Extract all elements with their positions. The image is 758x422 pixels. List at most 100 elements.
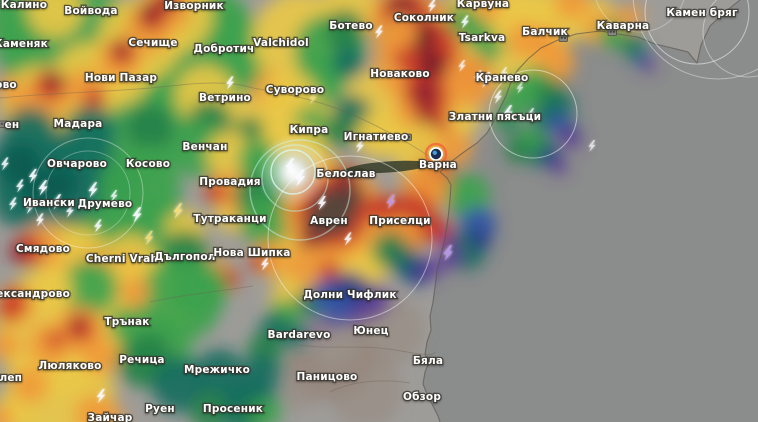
city-icon-window bbox=[0, 122, 3, 125]
strike-radius-circle bbox=[488, 69, 578, 159]
town-label: Калино bbox=[1, 0, 47, 11]
rain-cell bbox=[2, 287, 28, 313]
town-label: Игнатиево bbox=[344, 131, 409, 143]
rain-cell bbox=[46, 331, 64, 349]
rain-cell bbox=[0, 330, 20, 360]
rain-cell bbox=[0, 145, 40, 185]
rain-cell bbox=[446, 173, 490, 217]
rain-cell bbox=[130, 145, 170, 185]
city-icon-window bbox=[560, 36, 563, 39]
town-label: Косово bbox=[126, 158, 170, 170]
rain-cell bbox=[120, 277, 150, 307]
rain-cell bbox=[356, 111, 404, 159]
rain-cell bbox=[554, 0, 590, 20]
town-label: Дългопол bbox=[154, 251, 215, 263]
rain-cell bbox=[152, 357, 208, 413]
town-label: Долни Чифлик bbox=[303, 289, 396, 301]
hill-shade bbox=[270, 350, 330, 410]
town-label: Люляково bbox=[38, 360, 101, 372]
rain-cell bbox=[71, 319, 85, 333]
town-label: Обзор bbox=[403, 391, 441, 403]
city-icon-body bbox=[607, 28, 617, 36]
town-label: Зайчар bbox=[88, 412, 133, 422]
rain-cell bbox=[325, 10, 365, 50]
road-line bbox=[149, 285, 254, 303]
town-label: Нови Пазар bbox=[85, 72, 158, 84]
town-label: Bardarevo bbox=[267, 329, 330, 341]
rain-cell bbox=[469, 229, 491, 251]
town-label: Камен бряг bbox=[666, 7, 738, 19]
city-icon bbox=[402, 133, 412, 141]
rain-cell bbox=[641, 58, 655, 72]
city-icon bbox=[607, 28, 617, 36]
town-label: Ивански bbox=[23, 197, 75, 209]
road-line bbox=[329, 380, 411, 393]
rain-cell bbox=[566, 133, 582, 149]
rain-cell bbox=[503, 118, 517, 132]
road-line bbox=[299, 344, 437, 356]
city-icon-body bbox=[558, 34, 568, 42]
precipitation-overlay bbox=[0, 0, 655, 422]
rain-cell bbox=[382, 14, 418, 50]
city-icon bbox=[0, 120, 8, 128]
rain-cell bbox=[305, 324, 319, 338]
rain-cell bbox=[322, 314, 338, 330]
town-label: Суворово bbox=[266, 84, 325, 96]
rain-cell bbox=[0, 0, 35, 40]
marker-dot bbox=[432, 150, 437, 155]
town-label: Cherni Vrah bbox=[86, 253, 158, 265]
town-labels: Калино Войвода Изворник Каменяк Сечище Доброт… bbox=[0, 0, 739, 422]
town-label: Белослав bbox=[316, 168, 375, 180]
rain-cell bbox=[126, 104, 174, 152]
town-label: Речица bbox=[119, 354, 164, 366]
town-label: Друмево bbox=[78, 198, 133, 210]
rain-cell bbox=[45, 72, 65, 92]
town-label: Провадия bbox=[199, 176, 260, 188]
rain-cell bbox=[373, 289, 391, 307]
map-features bbox=[339, 0, 741, 422]
town-label: Варна bbox=[419, 159, 457, 171]
strike-radius-circle bbox=[595, 0, 685, 33]
town-label: Сечище bbox=[128, 37, 177, 49]
rain-cell bbox=[140, 4, 160, 24]
town-label: Изворник bbox=[164, 0, 224, 12]
rain-cell bbox=[27, 0, 83, 38]
rain-cell bbox=[621, 5, 643, 27]
town-label: Каварна bbox=[597, 20, 650, 32]
city-icon bbox=[558, 34, 568, 42]
rain-cell bbox=[556, 129, 570, 143]
rain-cell bbox=[529, 26, 561, 58]
rain-cell bbox=[319, 261, 341, 283]
town-label: Александрово bbox=[0, 288, 70, 300]
rain-cell bbox=[62, 260, 118, 316]
town-label: Ветрино bbox=[199, 92, 251, 104]
hill-shade bbox=[327, 352, 403, 422]
rain-cell bbox=[254, 398, 282, 422]
marker-outer-ring[interactable] bbox=[424, 142, 448, 166]
city-icon-window bbox=[613, 30, 615, 33]
town-label: Венчан bbox=[182, 141, 227, 153]
strike-radius-circle bbox=[45, 150, 131, 236]
rain-cell bbox=[366, 194, 394, 222]
strike-radius-circle bbox=[32, 137, 144, 249]
town-label: илеп bbox=[0, 372, 22, 384]
city-icon-window bbox=[564, 36, 566, 39]
town-label: Просеник bbox=[203, 403, 263, 415]
strike-radius-circle bbox=[702, 0, 758, 78]
varna-location-marker[interactable] bbox=[424, 142, 448, 166]
rain-cell bbox=[158, 0, 174, 10]
town-label: Смядово bbox=[16, 243, 70, 255]
rain-cell bbox=[412, 82, 438, 108]
town-label: ен bbox=[5, 119, 20, 131]
rain-cell bbox=[190, 392, 230, 422]
town-label: Соколник bbox=[394, 12, 454, 24]
strike-radius-circle bbox=[644, 0, 750, 65]
rain-cell bbox=[84, 87, 106, 109]
city-icon-body bbox=[402, 133, 412, 141]
city-icon-window bbox=[609, 30, 612, 33]
town-label: Балчик bbox=[522, 26, 568, 38]
city-icon-window bbox=[4, 122, 6, 125]
rain-cell bbox=[0, 76, 22, 100]
